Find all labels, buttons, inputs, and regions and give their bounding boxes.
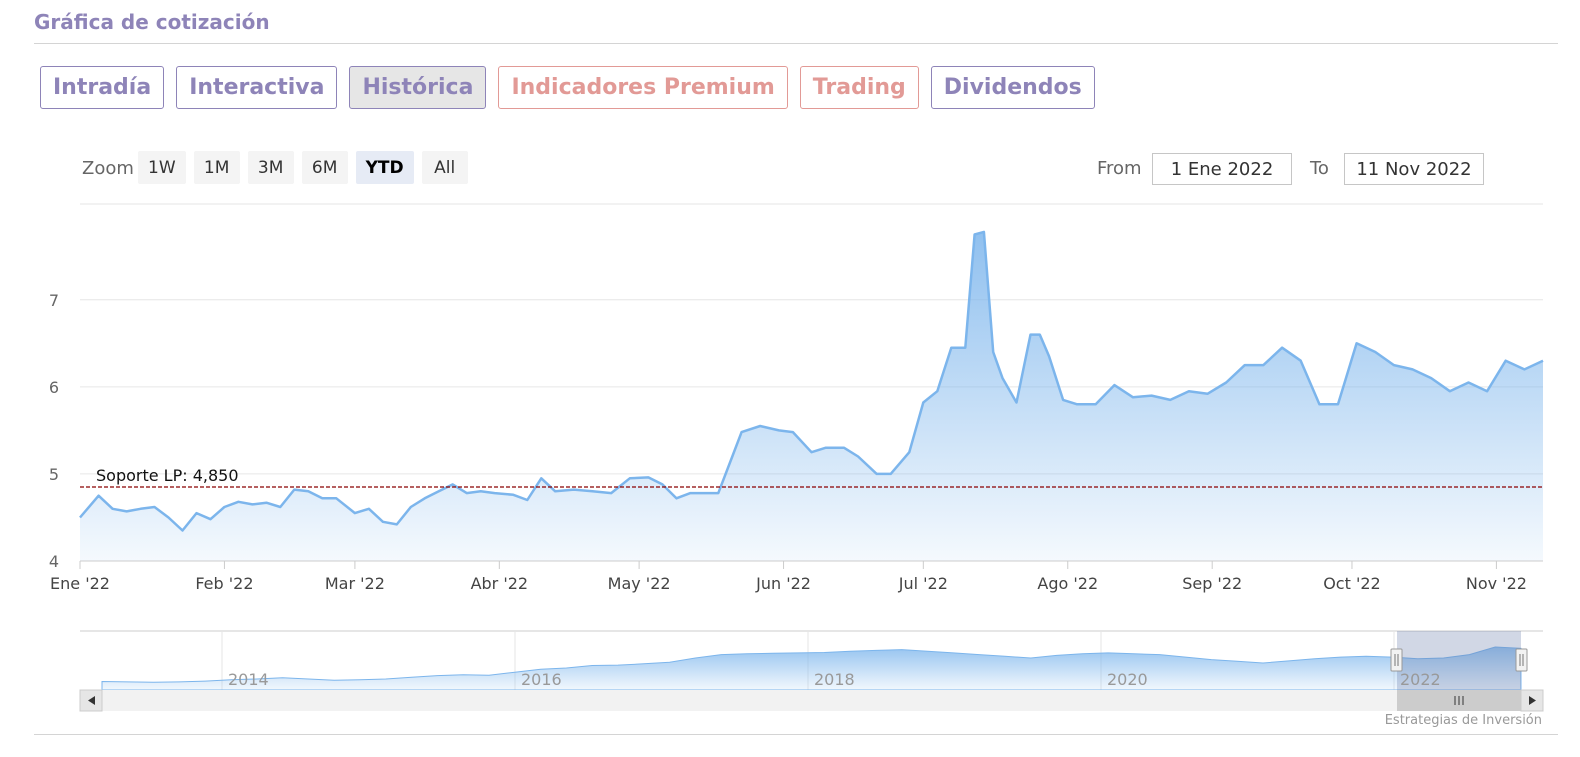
- zoom-1w-button[interactable]: 1W: [138, 151, 186, 184]
- x-tick-label: May '22: [608, 574, 671, 593]
- y-tick-label: 4: [49, 552, 59, 571]
- x-tick-label: Abr '22: [471, 574, 529, 593]
- to-date-input[interactable]: 11 Nov 2022: [1344, 153, 1484, 185]
- support-label: Soporte LP: 4,850: [96, 466, 239, 485]
- x-tick-label: Oct '22: [1323, 574, 1381, 593]
- chart-tabs: Intradía Interactiva Histórica Indicadores …: [40, 66, 1095, 109]
- navigator-year-label: 2022: [1400, 670, 1441, 689]
- tab-histórica[interactable]: Histórica: [349, 66, 487, 109]
- scroll-right-button[interactable]: [1520, 689, 1544, 712]
- navigator-year-label: 2018: [814, 670, 855, 689]
- zoom-buttons: 1W 1M 3M 6M YTD All: [138, 151, 468, 184]
- zoom-1m-button[interactable]: 1M: [193, 151, 240, 184]
- bottom-divider: [34, 734, 1558, 735]
- zoom-label: Zoom: [82, 158, 134, 179]
- navigator-selection[interactable]: [1397, 631, 1521, 690]
- from-date-input[interactable]: 1 Ene 2022: [1152, 153, 1292, 185]
- title-divider: [34, 43, 1558, 44]
- scroll-left-button[interactable]: [79, 689, 103, 712]
- tab-indicadores-premium[interactable]: Indicadores Premium: [498, 66, 788, 109]
- zoom-3m-button[interactable]: 3M: [247, 151, 294, 184]
- tab-intradía[interactable]: Intradía: [40, 66, 165, 109]
- y-tick-label: 7: [49, 291, 59, 310]
- arrow-left-icon: [88, 696, 95, 705]
- arrow-right-icon: [1529, 696, 1536, 705]
- y-tick-label: 5: [49, 465, 59, 484]
- x-tick-label: Nov '22: [1466, 574, 1527, 593]
- scrollbar-track[interactable]: [80, 690, 1543, 711]
- price-line: [79, 230, 1544, 532]
- y-tick-label: 6: [49, 378, 59, 397]
- chart-gridlines: [80, 203, 1543, 475]
- x-tick-label: Mar '22: [325, 574, 385, 593]
- scrollbar-thumb[interactable]: [1397, 690, 1521, 711]
- navigator-right-handle[interactable]: [1515, 648, 1528, 672]
- x-tick-label: Ago '22: [1037, 574, 1098, 593]
- credit-label: Estrategias de Inversión: [1384, 713, 1542, 728]
- navigator-year-labels: 2014 2016 2018 2020 2022: [228, 670, 1441, 689]
- x-tick-label: Ene '22: [50, 574, 110, 593]
- navigator-year-label: 2014: [228, 670, 269, 689]
- zoom-6m-button[interactable]: 6M: [301, 151, 348, 184]
- tab-dividendos[interactable]: Dividendos: [930, 66, 1095, 109]
- navigator-year-label: 2020: [1107, 670, 1148, 689]
- x-tick-label: Jul '22: [898, 574, 948, 593]
- navigator-area: [101, 646, 1522, 691]
- y-axis-labels: 4 5 6 7: [49, 291, 59, 571]
- x-tick-label: Sep '22: [1182, 574, 1242, 593]
- x-tick-label: Jun '22: [755, 574, 811, 593]
- navigator-gridlines: [221, 631, 1395, 690]
- x-axis-ticks: Ene '22 Feb '22 Mar '22 Abr '22 May '22 Jun '…: [50, 561, 1527, 593]
- tab-interactiva[interactable]: Interactiva: [176, 66, 338, 109]
- zoom-ytd-button[interactable]: YTD: [355, 151, 414, 184]
- navigator[interactable]: 2014 2016 2018 2020 2022: [80, 630, 1543, 691]
- tab-trading[interactable]: Trading: [799, 66, 919, 109]
- navigator-year-label: 2016: [521, 670, 562, 689]
- x-tick-label: Feb '22: [195, 574, 253, 593]
- scrollbar[interactable]: [79, 689, 1544, 712]
- to-label: To: [1310, 158, 1329, 179]
- page-title: Gráfica de cotización: [34, 10, 270, 34]
- from-label: From: [1097, 158, 1142, 179]
- scroll-grip-icon: [1454, 696, 1464, 705]
- zoom-all-button[interactable]: All: [421, 151, 468, 184]
- navigator-left-handle[interactable]: [1390, 648, 1403, 672]
- price-area: [80, 231, 1543, 561]
